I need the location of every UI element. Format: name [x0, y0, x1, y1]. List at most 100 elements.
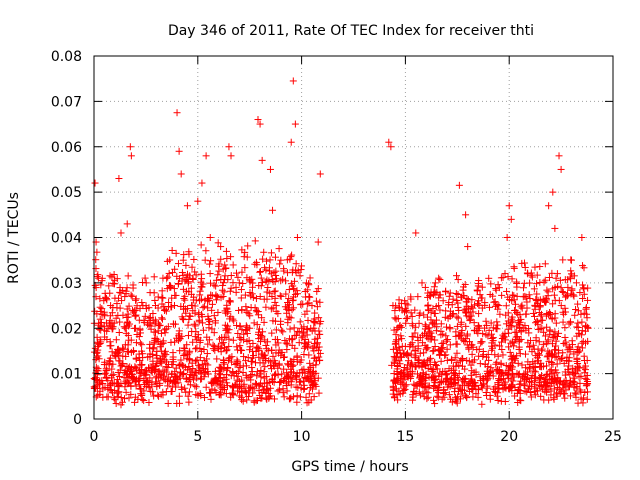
data-point [119, 352, 127, 360]
data-point [507, 215, 515, 223]
data-point [402, 315, 410, 323]
data-point [207, 257, 215, 265]
data-point [461, 281, 469, 289]
data-point [166, 284, 174, 292]
data-point [510, 263, 518, 271]
data-point [408, 332, 416, 340]
y-axis-label: ROTI / TECUs [6, 192, 22, 284]
data-point [419, 389, 427, 397]
data-point [575, 373, 583, 381]
y-tick-label: 0.01 [51, 367, 82, 383]
data-point [164, 382, 172, 390]
data-point [263, 395, 271, 403]
data-point [287, 368, 295, 376]
data-point [280, 265, 288, 273]
data-point [170, 301, 178, 309]
data-point [571, 311, 579, 319]
data-point [307, 396, 315, 404]
data-point [494, 321, 502, 329]
data-point [142, 367, 150, 375]
data-point [509, 377, 517, 385]
data-point [126, 143, 134, 151]
data-point [398, 335, 406, 343]
data-point [272, 307, 280, 315]
data-point [508, 275, 516, 283]
data-point [518, 259, 526, 267]
data-point [284, 360, 292, 368]
data-point [390, 358, 398, 366]
data-point [442, 288, 450, 296]
data-point [178, 385, 186, 393]
data-point [458, 293, 466, 301]
data-point [151, 328, 159, 336]
data-point [487, 368, 495, 376]
data-point [551, 310, 559, 318]
data-point [455, 369, 463, 377]
data-point [158, 293, 166, 301]
data-point [115, 373, 123, 381]
data-point [172, 249, 180, 257]
data-point [459, 286, 467, 294]
data-point [489, 372, 497, 380]
data-point [136, 339, 144, 347]
data-point [557, 284, 565, 292]
data-point [549, 360, 557, 368]
data-point [235, 279, 243, 287]
data-point [584, 380, 592, 388]
data-point [189, 338, 197, 346]
data-point [250, 397, 258, 405]
data-point [242, 325, 250, 333]
data-point [455, 306, 463, 314]
data-point [311, 354, 319, 362]
data-point [257, 350, 265, 358]
data-point [120, 395, 128, 403]
data-point [499, 351, 507, 359]
data-point [514, 310, 522, 318]
data-point [528, 372, 536, 380]
data-point [221, 272, 229, 280]
data-point [236, 364, 244, 372]
data-point [408, 312, 416, 320]
data-point [135, 333, 143, 341]
data-point [311, 319, 319, 327]
data-point [253, 308, 261, 316]
data-point [440, 386, 448, 394]
data-point [286, 395, 294, 403]
data-point [415, 319, 423, 327]
data-point [458, 390, 466, 398]
data-point [409, 343, 417, 351]
data-point [477, 377, 485, 385]
data-point [541, 332, 549, 340]
data-point [453, 340, 461, 348]
data-point [202, 360, 210, 368]
data-point [192, 391, 200, 399]
data-point [561, 394, 569, 402]
data-point [228, 358, 236, 366]
data-point [96, 303, 104, 311]
data-point [436, 369, 444, 377]
data-point [188, 263, 196, 271]
data-point [303, 341, 311, 349]
data-point [236, 322, 244, 330]
data-point [411, 354, 419, 362]
data-point [403, 314, 411, 322]
data-point [153, 347, 161, 355]
data-point [498, 369, 506, 377]
data-point [564, 366, 572, 374]
data-point [127, 152, 135, 160]
data-point [246, 278, 254, 286]
data-point [233, 369, 241, 377]
data-point [185, 278, 193, 286]
data-point [204, 340, 212, 348]
data-point [493, 318, 501, 326]
data-point [486, 291, 494, 299]
data-point [168, 246, 176, 254]
data-point [484, 374, 492, 382]
data-point [270, 288, 278, 296]
data-point [117, 394, 125, 402]
data-point [254, 343, 262, 351]
data-point [184, 332, 192, 340]
data-point [287, 361, 295, 369]
data-point [511, 392, 519, 400]
data-point [266, 289, 274, 297]
